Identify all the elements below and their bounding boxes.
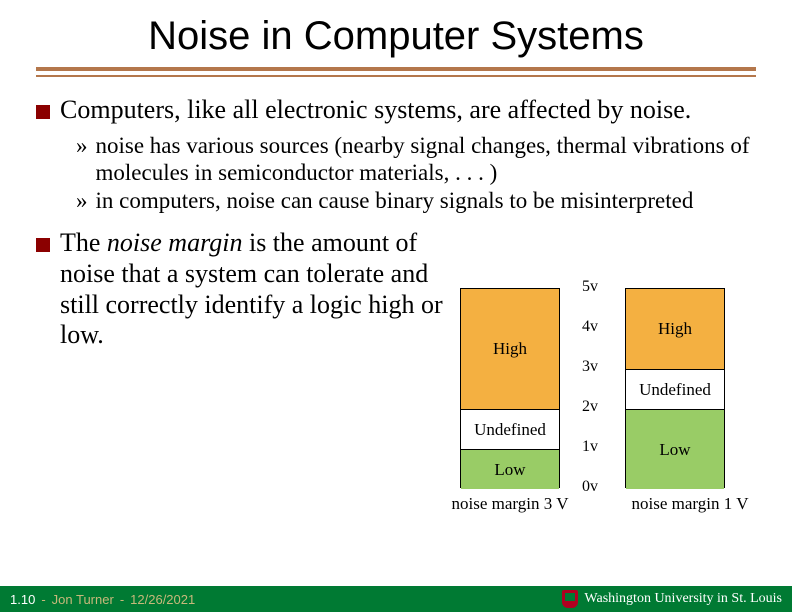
right-voltage-column: High Undefined Low [625,288,725,488]
sub-bullet-1: » noise has various sources (nearby sign… [76,132,756,187]
voltage-4v: 4v [570,318,610,336]
left-voltage-column: High Undefined Low [460,288,560,488]
footer-date: 12/26/2021 [130,592,195,607]
bullet-1-subs: » noise has various sources (nearby sign… [36,132,756,215]
right-low-band: Low [626,409,724,489]
right-high-band: High [626,289,724,369]
square-bullet-icon [36,105,50,119]
slide-title: Noise in Computer Systems [0,0,792,67]
voltage-2v: 2v [570,398,610,416]
sub-bullet-2: » in computers, noise can cause binary s… [76,187,756,215]
university-shield-icon [562,590,578,608]
footer-sep: - [120,592,124,607]
left-high-band: High [461,289,559,409]
footer-author: Jon Turner [52,592,114,607]
footer-page: 1.10 [10,592,35,607]
slide: Noise in Computer Systems Computers, lik… [0,0,792,612]
voltage-1v: 1v [570,438,610,456]
bullet-1: Computers, like all electronic systems, … [36,95,756,126]
footer-left: 1.10 - Jon Turner - 12/26/2021 [10,592,195,607]
left-caption: noise margin 3 V [450,494,570,514]
right-undefined-label: Undefined [639,380,711,400]
noise-margin-diagram: High Undefined Low High Undefined Low 5v… [460,288,770,518]
right-undefined-band: Undefined [626,369,724,409]
voltage-0v: 0v [570,478,610,496]
footer-university: Washington University in St. Louis [584,591,782,607]
footer-right: Washington University in St. Louis [562,590,782,608]
footer-sep: - [41,592,45,607]
bullet-2-text: The noise margin is the amount of noise … [60,228,460,351]
bullet-2-em: noise margin [107,228,243,257]
left-undefined-band: Undefined [461,409,559,449]
right-low-label: Low [659,440,690,460]
left-low-band: Low [461,449,559,489]
sub-bullet-marker: » [76,132,88,160]
left-undefined-label: Undefined [474,420,546,440]
sub-bullet-2-text: in computers, noise can cause binary sig… [96,187,694,215]
sub-bullet-1-text: noise has various sources (nearby signal… [96,132,757,187]
square-bullet-icon [36,238,50,252]
sub-bullet-marker: » [76,187,88,215]
bullet-2-pre: The [60,228,107,257]
title-underline [36,67,756,77]
right-high-label: High [658,319,692,339]
voltage-5v: 5v [570,278,610,296]
bullet-1-text: Computers, like all electronic systems, … [60,95,691,126]
footer-bar: 1.10 - Jon Turner - 12/26/2021 Washingto… [0,586,792,612]
left-high-label: High [493,339,527,359]
left-low-label: Low [494,460,525,480]
right-caption: noise margin 1 V [630,494,750,514]
voltage-3v: 3v [570,358,610,376]
